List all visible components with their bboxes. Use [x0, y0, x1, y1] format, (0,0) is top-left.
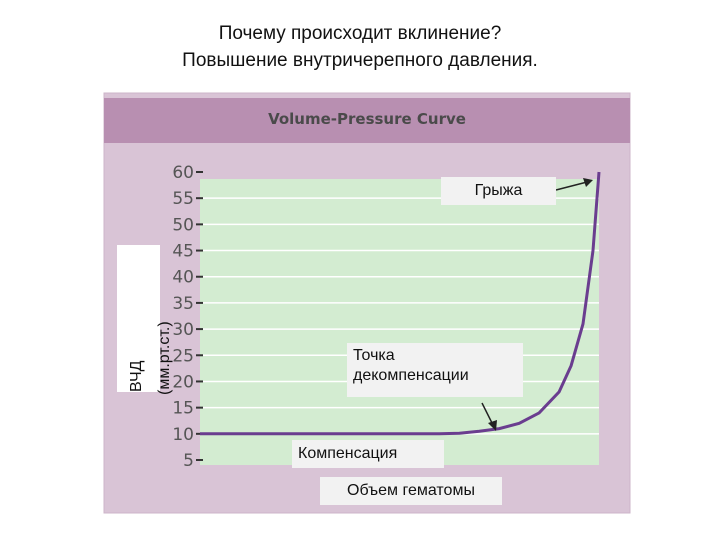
plot-area: [200, 179, 599, 465]
herniation-arrowhead: [583, 178, 593, 187]
y-axis-label-line1: ВЧД: [128, 360, 145, 392]
slide-title-line2: Повышение внутричерепного давления.: [182, 50, 538, 71]
slide-title: Почему происходит вклинение? Повышение в…: [0, 20, 720, 74]
annotation-compensation: Компенсация: [292, 440, 444, 468]
decompensation-arrowhead: [488, 420, 497, 431]
y-tick-labels: 5 10 15 20 25 30 35 40 45 50 55 60: [172, 163, 203, 471]
grid-lines: [200, 197, 599, 435]
y-tick-label: 10: [172, 425, 194, 445]
annotation-compensation-text: Компенсация: [298, 445, 398, 462]
chart-title: Volume-Pressure Curve: [268, 110, 466, 128]
annotation-arrows: [481, 178, 593, 431]
chart-title-bar: [104, 98, 630, 143]
y-axis-label-box: [117, 245, 160, 392]
y-tick-label: 55: [172, 189, 194, 209]
annotation-decompensation-line2: декомпенсации: [353, 367, 469, 384]
x-axis-label-text: Объем гематомы: [347, 482, 475, 499]
annotation-herniation-text: Грыжа: [474, 182, 523, 199]
y-axis-label-line2: (мм.рт.ст.): [156, 321, 173, 395]
y-tick-label: 40: [172, 268, 194, 288]
series-line: [200, 171, 601, 436]
annotation-decompensation: Точка декомпенсации: [347, 343, 523, 397]
x-axis-label: Объем гематомы: [320, 477, 502, 505]
y-tick-label: 20: [172, 372, 194, 392]
y-tick-label: 15: [172, 399, 194, 419]
annotation-herniation: Грыжа: [441, 177, 556, 205]
y-tick-label: 30: [172, 320, 194, 340]
y-tick-label: 25: [172, 346, 194, 366]
annotation-decompensation-line1: Точка: [353, 347, 395, 364]
slide-title-line1: Почему происходит вклинение?: [218, 23, 502, 44]
y-tick-label: 60: [172, 163, 194, 183]
y-tick-label: 50: [172, 215, 194, 235]
y-tick-label: 35: [172, 294, 194, 314]
y-tick-label: 45: [172, 242, 194, 262]
y-tick-label: 5: [183, 451, 194, 471]
